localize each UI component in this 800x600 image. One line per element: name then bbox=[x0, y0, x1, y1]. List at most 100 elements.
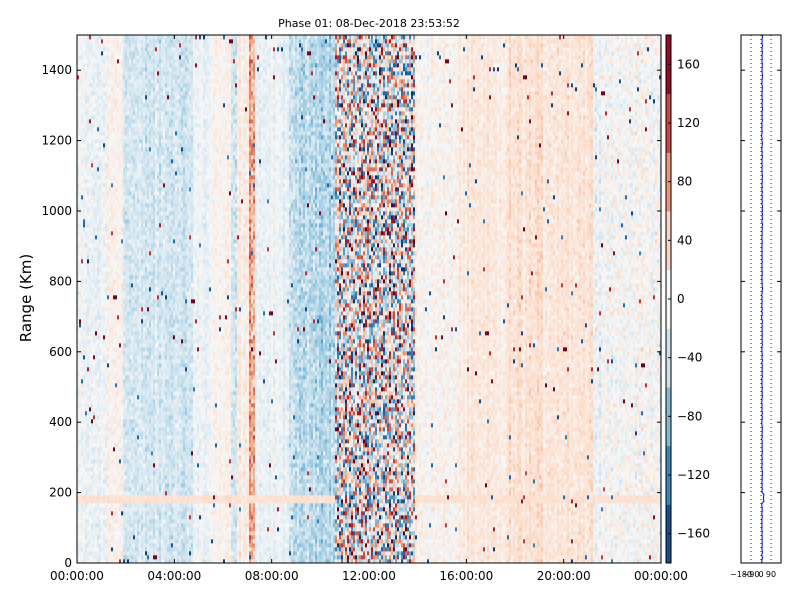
heatmap-cell bbox=[83, 147, 85, 151]
heatmap-cell bbox=[83, 279, 85, 283]
heatmap-cell bbox=[83, 203, 85, 207]
heatmap-cell bbox=[91, 523, 93, 527]
heatmap-cell bbox=[91, 435, 93, 439]
heatmap-cell bbox=[83, 543, 85, 547]
heatmap-cell bbox=[81, 479, 83, 483]
heatmap-cell bbox=[89, 211, 91, 215]
heatmap-cell bbox=[89, 507, 91, 511]
heatmap-cell bbox=[87, 87, 89, 91]
heatmap-cell bbox=[81, 83, 83, 87]
heatmap-cell bbox=[79, 91, 81, 95]
heatmap-cell bbox=[89, 187, 91, 191]
heatmap-cell bbox=[85, 123, 87, 127]
heatmap-cell bbox=[83, 415, 85, 419]
heatmap-cell bbox=[81, 211, 83, 215]
heatmap-cell bbox=[87, 51, 89, 55]
heatmap-cell bbox=[87, 351, 89, 355]
heatmap-cell bbox=[85, 555, 87, 559]
heatmap-cell bbox=[81, 47, 83, 51]
heatmap-cell bbox=[83, 471, 85, 475]
heatmap-cell bbox=[81, 547, 83, 551]
heatmap-cell bbox=[89, 271, 91, 275]
heatmap-cell bbox=[83, 499, 85, 503]
heatmap-cell bbox=[85, 83, 87, 87]
heatmap-cell bbox=[89, 447, 91, 451]
heatmap-cell bbox=[81, 223, 83, 227]
heatmap-cell bbox=[79, 147, 81, 151]
heatmap-cell bbox=[85, 355, 87, 359]
heatmap-cell bbox=[87, 115, 89, 119]
heatmap-cell bbox=[83, 183, 85, 187]
heatmap-cell bbox=[81, 383, 83, 387]
heatmap-cell bbox=[91, 547, 93, 551]
heatmap-cell bbox=[87, 367, 89, 371]
heatmap-cell bbox=[89, 207, 91, 211]
heatmap-cell bbox=[89, 243, 91, 247]
heatmap-cell bbox=[79, 511, 81, 515]
heatmap-cell bbox=[83, 247, 85, 251]
heatmap-cell bbox=[89, 303, 91, 307]
heatmap-cell bbox=[85, 531, 87, 535]
heatmap-cell bbox=[85, 203, 87, 207]
heatmap-cell bbox=[91, 379, 93, 383]
heatmap-cell bbox=[81, 191, 83, 195]
heatmap-cell bbox=[81, 155, 83, 159]
heatmap-cell bbox=[81, 451, 83, 455]
heatmap-cell bbox=[79, 411, 81, 415]
heatmap-cell bbox=[79, 515, 81, 519]
heatmap-cell bbox=[81, 475, 83, 479]
heatmap-cell bbox=[81, 79, 83, 83]
heatmap-cell bbox=[91, 539, 93, 543]
heatmap-cell bbox=[85, 103, 87, 107]
heatmap-cell bbox=[91, 483, 93, 487]
heatmap-cell bbox=[81, 227, 83, 231]
heatmap-cell bbox=[91, 423, 93, 427]
heatmap-cell bbox=[83, 495, 85, 499]
heatmap-cell bbox=[83, 455, 85, 459]
heatmap-cell bbox=[83, 547, 85, 551]
heatmap-cell bbox=[85, 143, 87, 147]
heatmap-cell bbox=[79, 143, 81, 147]
heatmap-cell bbox=[83, 195, 85, 199]
heatmap-cell bbox=[79, 75, 81, 79]
heatmap-cell bbox=[79, 195, 81, 199]
heatmap-cell bbox=[89, 47, 91, 51]
heatmap-cell bbox=[79, 263, 81, 267]
heatmap-cell bbox=[81, 395, 83, 399]
heatmap-cell bbox=[83, 199, 85, 203]
heatmap-cell bbox=[91, 467, 93, 471]
heatmap-cell bbox=[89, 291, 91, 295]
heatmap-cell bbox=[85, 179, 87, 183]
heatmap-cell bbox=[87, 275, 89, 279]
heatmap-cell bbox=[87, 483, 89, 487]
heatmap-cell bbox=[89, 151, 91, 155]
heatmap-cell bbox=[85, 519, 87, 523]
heatmap-cell bbox=[91, 335, 93, 339]
heatmap-cell bbox=[79, 551, 81, 555]
heatmap-cell bbox=[81, 467, 83, 471]
heatmap-cell bbox=[81, 243, 83, 247]
heatmap-cell bbox=[87, 459, 89, 463]
heatmap-cell bbox=[79, 339, 81, 343]
heatmap-cell bbox=[79, 163, 81, 167]
heatmap-cell bbox=[89, 183, 91, 187]
heatmap-cell bbox=[91, 363, 93, 367]
heatmap-cell bbox=[83, 463, 85, 467]
heatmap-cell bbox=[81, 263, 83, 267]
heatmap-cell bbox=[85, 491, 87, 495]
heatmap-cell bbox=[85, 335, 87, 339]
heatmap-cell bbox=[89, 227, 91, 231]
heatmap-cell bbox=[87, 231, 89, 235]
heatmap-cell bbox=[81, 283, 83, 287]
heatmap-cell bbox=[81, 255, 83, 259]
heatmap-cell bbox=[83, 411, 85, 415]
heatmap-cell bbox=[87, 227, 89, 231]
heatmap-cell bbox=[87, 39, 89, 43]
heatmap-cell bbox=[89, 439, 91, 443]
heatmap-cell bbox=[79, 63, 81, 67]
heatmap-cell bbox=[87, 407, 89, 411]
heatmap-cell bbox=[79, 287, 81, 291]
heatmap-cell bbox=[85, 399, 87, 403]
heatmap-cell bbox=[83, 131, 85, 135]
figure: Phase 01: 08-Dec-2018 23:53:52 Range (Km… bbox=[0, 0, 800, 600]
